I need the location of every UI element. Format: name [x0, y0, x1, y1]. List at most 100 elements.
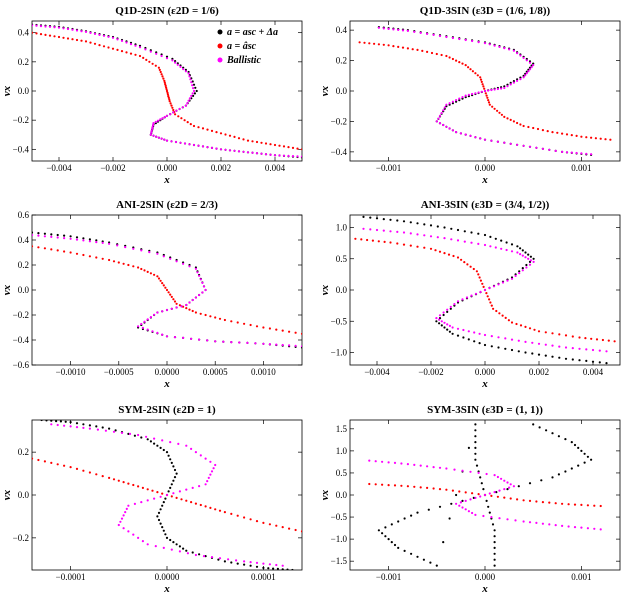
data-point [140, 322, 143, 326]
data-point [390, 541, 393, 544]
series-points [358, 26, 612, 156]
data-point [175, 306, 178, 309]
data-point [66, 37, 70, 40]
data-point [531, 352, 534, 355]
data-point [165, 139, 169, 142]
data-point [146, 488, 149, 491]
data-point [564, 470, 567, 473]
data-point [269, 143, 272, 146]
data-point [170, 104, 173, 107]
data-point [491, 523, 495, 526]
data-point [530, 66, 533, 69]
data-point [455, 502, 458, 505]
data-point [39, 25, 43, 28]
data-point [95, 473, 98, 476]
data-point [573, 503, 577, 506]
x-tick-label: −0.001 [376, 572, 401, 582]
y-tick-label: −0.2 [13, 115, 29, 125]
data-point [448, 330, 451, 333]
data-point [445, 103, 448, 106]
data-point [548, 501, 551, 504]
data-point [448, 517, 451, 520]
data-point [134, 44, 137, 47]
data-point [209, 473, 212, 476]
data-point [175, 109, 178, 112]
data-point [591, 360, 595, 363]
data-point [153, 442, 156, 445]
data-point [189, 78, 192, 81]
y-tick-label: −0.5 [331, 512, 348, 522]
data-point [182, 336, 185, 339]
data-point [504, 337, 507, 340]
data-point [186, 102, 189, 105]
data-point [43, 235, 47, 238]
data-point [381, 460, 384, 463]
data-point [148, 60, 151, 63]
data-point [401, 29, 405, 32]
data-point [153, 437, 156, 440]
data-point [519, 324, 523, 327]
data-point [450, 227, 453, 230]
data-point [483, 233, 487, 237]
y-tick-label: 0.5 [336, 468, 348, 478]
data-point [442, 541, 445, 544]
data-point [242, 150, 245, 153]
data-point [273, 154, 277, 157]
data-point [605, 362, 608, 365]
data-point [243, 516, 246, 519]
data-point [294, 528, 297, 532]
data-point [487, 505, 490, 508]
data-point [498, 517, 501, 520]
y-tick-label: −0.2 [331, 116, 347, 126]
data-point [228, 149, 232, 152]
data-point [132, 483, 135, 487]
data-point [166, 91, 169, 94]
data-point [409, 244, 412, 247]
data-point [190, 501, 193, 504]
data-point [580, 135, 583, 138]
data-point [80, 30, 83, 33]
data-point [583, 461, 586, 464]
data-point [451, 57, 454, 61]
legend: a = asc + Δa a = âsc Ballistic [217, 27, 278, 66]
data-point [137, 325, 140, 328]
data-point [188, 143, 191, 146]
data-point [461, 469, 464, 472]
y-tick-label: 0.4 [336, 25, 348, 35]
data-point [419, 486, 422, 489]
data-point [369, 228, 372, 231]
data-point [436, 236, 439, 239]
data-point [503, 141, 506, 144]
data-point [451, 332, 454, 335]
data-point [138, 46, 142, 49]
x-tick-label: 0.0010 [251, 367, 276, 377]
data-point [262, 521, 265, 525]
data-point [471, 70, 474, 73]
data-point [262, 566, 265, 570]
data-point [288, 330, 291, 333]
data-point [488, 511, 491, 514]
data-point [426, 486, 429, 489]
data-point [199, 454, 202, 457]
data-point [506, 85, 509, 88]
data-point [393, 543, 397, 547]
data-point [362, 215, 365, 218]
data-point [477, 91, 480, 94]
data-point [456, 228, 460, 232]
data-point [427, 508, 430, 511]
data-point [449, 307, 452, 310]
data-point [204, 483, 207, 486]
data-point [224, 148, 227, 151]
panel-5: SYM-2SIN (ε2D = 1) −0.0001 0.0000 0.0001 −0.… [1, 404, 303, 593]
data-point [269, 153, 272, 156]
data-point [156, 491, 159, 494]
data-point [435, 320, 438, 323]
x-axis-label: x [481, 378, 488, 390]
data-point [442, 123, 445, 127]
data-point [440, 324, 443, 327]
data-point [210, 146, 214, 149]
data-point [463, 230, 466, 233]
data-point [377, 26, 380, 29]
data-point [435, 317, 438, 320]
data-point [535, 146, 538, 149]
